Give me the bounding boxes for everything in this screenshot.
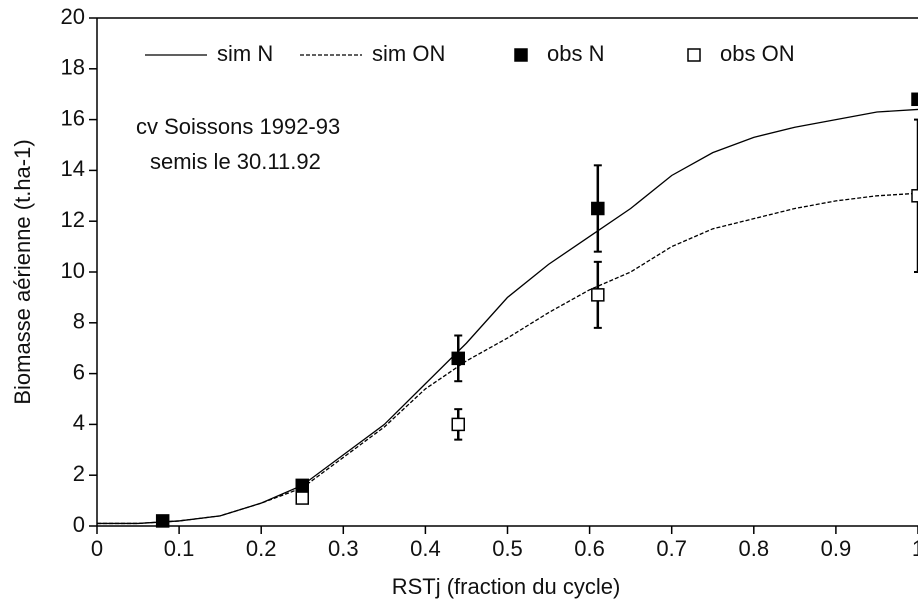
y-tick-label: 14 [61, 156, 85, 181]
legend-label: sim N [217, 41, 273, 66]
x-axis-label: RSTj (fraction du cycle) [392, 574, 621, 599]
point [295, 491, 309, 505]
y-tick-label: 12 [61, 207, 85, 232]
x-tick-label: 0.8 [739, 536, 770, 561]
y-tick-label: 8 [73, 309, 85, 334]
point [591, 201, 605, 216]
line-solid [97, 108, 918, 525]
legend-label: sim ON [372, 41, 445, 66]
y-tick-label: 2 [73, 461, 85, 486]
x-tick-label: 0 [91, 536, 103, 561]
x-tick-label: 0.7 [656, 536, 687, 561]
annotation: cv Soissons 1992-93 [136, 114, 340, 139]
point [451, 351, 465, 366]
point [451, 417, 465, 432]
x-tick-label: 0.3 [328, 536, 359, 561]
y-axis-label: Biomasse aérienne (t.ha-1) [10, 139, 35, 404]
point [911, 189, 918, 203]
point [911, 92, 918, 107]
y-tick-label: 20 [61, 4, 85, 29]
line-dashed [97, 192, 918, 525]
x-tick-label: 0.1 [164, 536, 195, 561]
x-tick-label: 0.6 [574, 536, 605, 561]
legend-label: obs ON [720, 41, 795, 66]
point [155, 514, 170, 528]
annotation: semis le 30.11.92 [150, 149, 321, 174]
point [295, 478, 309, 493]
y-tick-label: 0 [73, 512, 85, 537]
y-tick-label: 16 [61, 105, 85, 130]
legend-label: obs N [547, 41, 604, 66]
x-tick-label: 0.9 [821, 536, 852, 561]
point [591, 288, 605, 302]
y-tick-label: 18 [61, 55, 85, 80]
legend-swatch [514, 48, 528, 62]
x-tick-label: 1 [912, 536, 918, 561]
y-tick-label: 10 [61, 258, 85, 283]
x-tick-label: 0.4 [410, 536, 441, 561]
legend-swatch [687, 48, 701, 62]
y-tick-label: 6 [73, 359, 85, 384]
x-tick-label: 0.5 [492, 536, 523, 561]
x-tick-label: 0.2 [246, 536, 277, 561]
y-tick-label: 4 [73, 410, 85, 435]
